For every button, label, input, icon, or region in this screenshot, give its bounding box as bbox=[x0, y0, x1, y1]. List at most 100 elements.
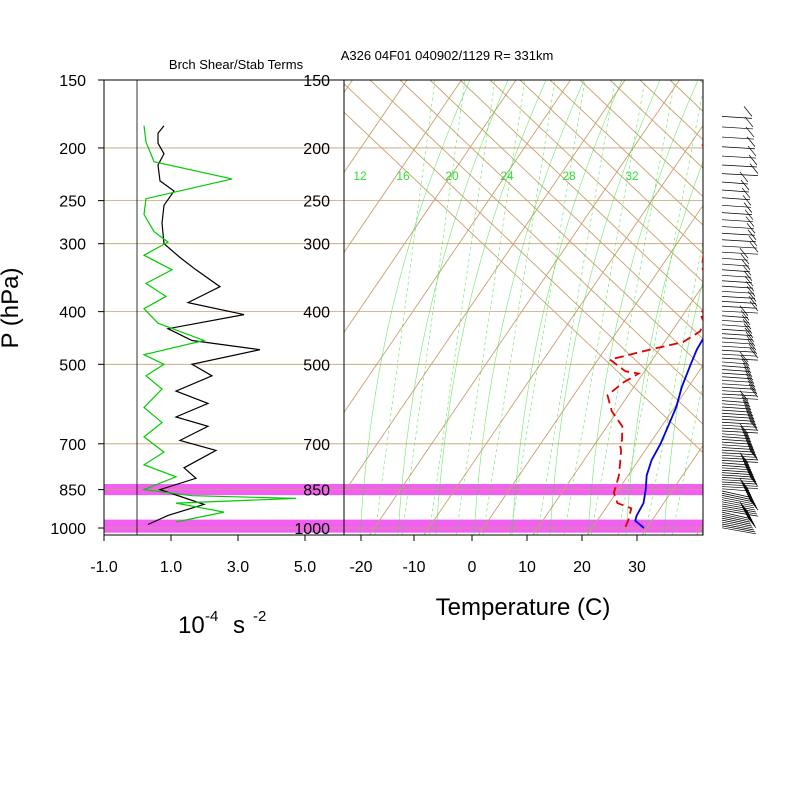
dry-adiabat bbox=[459, 80, 703, 311]
wind-barb bbox=[721, 412, 756, 425]
wind-barb bbox=[721, 501, 749, 519]
left-x-tick-label: 3.0 bbox=[227, 559, 249, 576]
mixing-ratio-label: 20 bbox=[445, 169, 459, 183]
left-y-tick-label: 700 bbox=[59, 437, 86, 454]
wind-barb bbox=[721, 414, 757, 428]
right-y-tick-label: 300 bbox=[303, 237, 330, 254]
wind-barb bbox=[721, 223, 756, 236]
wind-barb bbox=[721, 335, 756, 349]
dry-adiabat bbox=[344, 83, 703, 425]
wind-barb bbox=[721, 467, 755, 480]
mixing-ratio-label: 16 bbox=[396, 169, 410, 183]
highlight-bands bbox=[104, 484, 703, 533]
wind-barb bbox=[721, 373, 755, 387]
mixing-ratio-line bbox=[590, 80, 676, 535]
wind-barb bbox=[721, 383, 758, 397]
mixing-ratio-line bbox=[482, 80, 556, 535]
mixing-ratio-line bbox=[617, 88, 703, 535]
right-panel-title: A326 04F01 040902/1129 R= 331km bbox=[341, 48, 554, 63]
wind-barb bbox=[721, 409, 755, 422]
wind-barb bbox=[721, 179, 750, 193]
wind-barb bbox=[721, 396, 751, 410]
left-panel-title: Brch Shear/Stab Terms bbox=[169, 57, 304, 72]
moist-adiabat bbox=[511, 80, 623, 535]
left-y-tick-label: 300 bbox=[59, 237, 86, 254]
mixing-ratio-line bbox=[428, 80, 496, 535]
wind-barb bbox=[721, 478, 749, 492]
wind-barb bbox=[721, 339, 757, 353]
wind-barb bbox=[721, 485, 752, 502]
isotherm bbox=[423, 124, 703, 535]
mixing-ratio-label: 28 bbox=[562, 169, 576, 183]
wind-barb bbox=[721, 457, 751, 471]
right-panel-frame bbox=[343, 79, 704, 536]
wind-barb bbox=[721, 480, 750, 498]
wind-barb bbox=[721, 145, 757, 159]
wind-barb bbox=[721, 291, 757, 304]
mixing-ratio-line bbox=[401, 80, 466, 535]
wind-barb bbox=[721, 507, 752, 525]
wind-barb bbox=[721, 474, 758, 487]
wind-barb bbox=[721, 493, 756, 511]
left-x-label-unit-exp: -2 bbox=[253, 608, 266, 625]
wind-barb bbox=[721, 327, 754, 341]
isotherm bbox=[369, 80, 680, 535]
wind-barb bbox=[721, 464, 754, 478]
isotherm bbox=[344, 80, 462, 254]
mixing-ratio-line bbox=[509, 80, 586, 535]
wind-barb bbox=[721, 511, 754, 529]
wind-barb bbox=[721, 517, 757, 535]
wind-barb bbox=[721, 434, 753, 448]
wind-barb bbox=[721, 296, 758, 309]
wind-barb bbox=[721, 343, 758, 357]
wind-barb bbox=[721, 406, 754, 419]
dry-adiabat bbox=[760, 80, 800, 535]
wind-barb bbox=[721, 420, 759, 434]
wind-barb bbox=[721, 476, 759, 489]
dry-adiabat bbox=[369, 80, 703, 397]
right-y-tick-label: 400 bbox=[303, 305, 330, 322]
wind-barb bbox=[721, 469, 756, 483]
wind-barb bbox=[721, 241, 759, 255]
isotherm bbox=[344, 80, 408, 174]
left-y-tick-label: 250 bbox=[59, 194, 86, 211]
left-y-tick-label: 400 bbox=[59, 305, 86, 322]
wind-barb bbox=[721, 310, 750, 323]
wind-barb bbox=[721, 323, 753, 336]
dry-adiabat bbox=[399, 80, 703, 368]
wind-barb bbox=[721, 505, 751, 523]
dry-adiabat bbox=[489, 80, 703, 283]
wind-barb bbox=[721, 314, 751, 328]
mixing-ratio-label: 24 bbox=[500, 169, 514, 183]
temperature-profile-line bbox=[634, 337, 703, 529]
wind-barb bbox=[721, 399, 752, 413]
left-series bbox=[141, 125, 297, 526]
wind-barb bbox=[721, 380, 757, 394]
wind-barb bbox=[721, 487, 753, 504]
mixing-ratio-label: 32 bbox=[625, 169, 639, 183]
wind-barb bbox=[721, 387, 759, 400]
left-x-axis-label: 10 -4 s -2 bbox=[178, 608, 266, 639]
wind-barb bbox=[721, 253, 750, 267]
wind-barb bbox=[721, 106, 753, 119]
wind-barb bbox=[721, 431, 752, 445]
right-y-tick-label: 1000 bbox=[294, 521, 330, 538]
left-x-label-exp: -4 bbox=[205, 608, 218, 625]
left-y-tick-label: 200 bbox=[59, 141, 86, 158]
mixing-ratio-label: 12 bbox=[353, 169, 367, 183]
wind-barb bbox=[721, 499, 759, 517]
left-y-tick-label: 850 bbox=[59, 483, 86, 500]
wind-barb bbox=[721, 450, 759, 463]
left-x-tick-label: 5.0 bbox=[294, 559, 316, 576]
wind-barb bbox=[721, 402, 753, 416]
left-y-tick-label: 150 bbox=[59, 73, 86, 90]
moist-adiabat bbox=[397, 80, 509, 535]
skewt-background-lines bbox=[344, 80, 800, 535]
right-y-tick-label: 200 bbox=[303, 141, 330, 158]
mixing-ratio-line bbox=[374, 80, 436, 535]
wind-barb bbox=[721, 426, 750, 439]
wind-barb bbox=[721, 429, 751, 442]
wind-barb bbox=[721, 423, 749, 437]
wind-barb bbox=[721, 509, 753, 527]
